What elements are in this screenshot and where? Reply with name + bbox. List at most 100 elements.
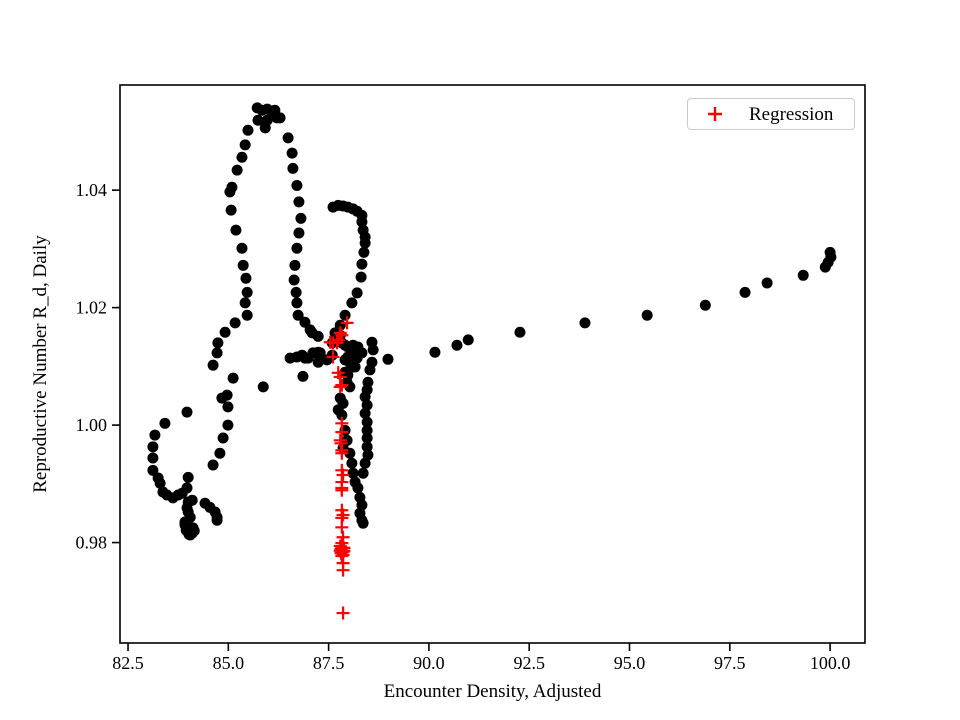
data-point-circle: [295, 212, 307, 224]
data-point-circle: [641, 309, 653, 321]
x-tick-label: 87.5: [313, 653, 345, 673]
data-point-circle: [382, 353, 394, 365]
data-point-circle: [462, 334, 474, 346]
data-point-circle: [225, 204, 237, 216]
data-point-plus: [336, 545, 350, 559]
data-point-circle: [182, 471, 194, 483]
data-point-circle: [274, 112, 286, 124]
data-point-plus: [336, 468, 350, 482]
data-point-plus: [333, 380, 347, 394]
data-point-circle: [184, 529, 196, 541]
data-point-circle: [451, 339, 463, 351]
data-point-circle: [216, 392, 228, 404]
data-point-plus: [335, 483, 349, 497]
x-axis-label: Encounter Density, Adjusted: [383, 681, 602, 702]
data-point-circle: [288, 274, 300, 286]
data-point-circle: [207, 359, 219, 371]
data-point-circle: [429, 346, 441, 358]
data-point-plus: [340, 316, 354, 330]
data-point-circle: [352, 482, 364, 494]
data-point-circle: [240, 272, 252, 284]
x-axis-ticks: 82.5 85.0 87.5 90.0 92.5 95.0 97.5 100.0: [112, 643, 850, 673]
data-point-circle: [336, 409, 348, 421]
data-point-circle: [361, 441, 373, 453]
data-point-circle: [217, 432, 229, 444]
data-point-circle: [252, 114, 264, 126]
data-point-circle: [361, 432, 373, 444]
data-point-circle: [359, 407, 371, 419]
data-point-circle: [181, 406, 193, 418]
data-point-circle: [241, 286, 253, 298]
data-point-circle: [181, 482, 193, 494]
data-point-circle: [351, 287, 363, 299]
data-point-circle: [339, 309, 351, 321]
data-point-circle: [356, 258, 368, 270]
data-point-circle: [219, 326, 231, 338]
data-point-circle: [357, 467, 369, 479]
data-point-circle: [222, 419, 234, 431]
data-point-circle: [347, 467, 359, 479]
x-tick-label: 95.0: [614, 653, 646, 673]
data-point-circle: [286, 147, 298, 159]
data-point-circle: [514, 326, 526, 338]
regression-plus-icon: [708, 107, 722, 121]
data-point-plus: [335, 425, 349, 439]
data-point-circle: [224, 186, 236, 198]
data-point-circle: [292, 309, 304, 321]
data-point-circle: [214, 447, 226, 459]
data-point-circle: [356, 216, 368, 228]
data-point-circle: [355, 271, 367, 283]
data-point-circle: [361, 416, 373, 428]
data-point-circle: [257, 381, 269, 393]
data-point-circle: [367, 344, 379, 356]
data-point-plus: [326, 350, 340, 364]
data-point-circle: [229, 317, 241, 329]
y-axis-label: Reproductive Number R_d, Daily: [30, 235, 51, 493]
data-point-circle: [231, 164, 243, 176]
data-point-circle: [236, 242, 248, 254]
data-point-circle: [227, 372, 239, 384]
data-point-plus: [333, 326, 347, 340]
data-point-plus: [336, 508, 350, 522]
x-tick-label: 97.5: [714, 653, 746, 673]
series-observations: [147, 102, 837, 541]
data-point-circle: [356, 499, 368, 511]
x-tick-label: 85.0: [213, 653, 245, 673]
data-point-circle: [291, 179, 303, 191]
data-point-circle: [241, 309, 253, 321]
data-point-circle: [739, 286, 751, 298]
data-point-plus: [336, 606, 350, 620]
data-point-circle: [797, 269, 809, 281]
data-point-circle: [357, 517, 369, 529]
data-point-plus: [335, 446, 349, 460]
plot-frame: [119, 84, 866, 644]
data-point-circle: [159, 417, 171, 429]
data-point-circle: [242, 124, 254, 136]
data-point-circle: [230, 224, 242, 236]
x-tick-label: 92.5: [513, 653, 545, 673]
data-point-circle: [291, 242, 303, 254]
data-point-circle: [222, 401, 234, 413]
data-point-circle: [699, 299, 711, 311]
data-point-circle: [359, 391, 371, 403]
data-point-circle: [364, 364, 376, 376]
data-point-circle: [293, 227, 305, 239]
data-point-circle: [211, 514, 223, 526]
data-point-circle: [359, 457, 371, 469]
data-point-circle: [579, 317, 591, 329]
y-tick-label: 1.00: [76, 415, 108, 435]
x-tick-label: 82.5: [112, 653, 144, 673]
data-point-circle: [361, 399, 373, 411]
data-point-circle: [282, 132, 294, 144]
data-point-circle: [287, 162, 299, 174]
data-point-circle: [237, 259, 249, 271]
data-point-plus: [323, 335, 337, 349]
data-point-circle: [259, 122, 271, 134]
data-point-plus: [334, 542, 348, 556]
x-tick-label: 100.0: [810, 653, 851, 673]
data-point-circle: [290, 286, 302, 298]
data-point-circle: [239, 297, 251, 309]
y-tick-label: 0.98: [76, 533, 108, 553]
